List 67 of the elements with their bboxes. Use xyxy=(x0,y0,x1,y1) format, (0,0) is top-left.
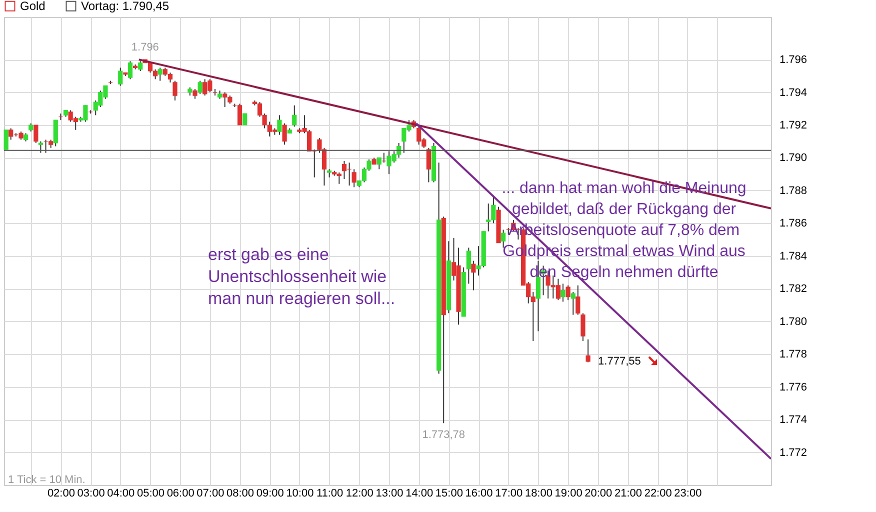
y-tick-label: 1.792 xyxy=(780,120,808,132)
annotation: 1.796 xyxy=(131,42,159,54)
y-tick-label: 1.780 xyxy=(780,316,808,328)
x-tick-label: 18:00 xyxy=(524,488,552,500)
x-tick-label: 06:00 xyxy=(166,488,194,500)
candlestick xyxy=(580,312,586,342)
x-tick-label: 16:00 xyxy=(465,488,493,500)
candlestick xyxy=(471,260,476,291)
candlestick xyxy=(128,60,133,80)
candlestick xyxy=(586,338,590,363)
y-tick-label: 1.786 xyxy=(780,218,808,230)
candlestick xyxy=(158,67,162,82)
x-tick-label: 23:00 xyxy=(674,488,702,500)
x-tick-label: 17:00 xyxy=(495,488,523,500)
x-tick-label: 09:00 xyxy=(256,488,284,500)
x-tick-label: 13:00 xyxy=(376,488,404,500)
candlestick xyxy=(38,140,44,154)
candlestick xyxy=(172,80,178,101)
y-tick-label: 1.776 xyxy=(780,381,808,394)
candlestick xyxy=(376,157,382,170)
y-tick-label: 1.794 xyxy=(780,86,808,99)
annotation: erst gab es eine Unentschlossenheit wie man nun reagieren soll... xyxy=(208,245,396,308)
candlestick xyxy=(426,147,431,183)
y-tick-label: 1.788 xyxy=(780,184,808,197)
x-tick-label: 03:00 xyxy=(77,488,105,500)
x-tick-label: 04:00 xyxy=(107,488,135,500)
y-tick-label: 1.782 xyxy=(780,283,808,296)
candlestick xyxy=(560,283,566,302)
annotation: 1.777,55 xyxy=(598,355,641,368)
candlestick xyxy=(277,114,282,136)
candlestick xyxy=(34,124,38,144)
x-tick-label: 14:00 xyxy=(406,488,434,500)
candlestick xyxy=(466,247,471,284)
candlestick xyxy=(292,104,297,128)
candlestick xyxy=(570,291,576,316)
x-tick-label: 22:00 xyxy=(644,488,672,500)
y-tick-label: 1.774 xyxy=(780,414,808,426)
y-tick-label: 1.796 xyxy=(780,54,808,66)
candlestick xyxy=(566,284,570,301)
candlestick xyxy=(138,60,143,72)
candlestick xyxy=(576,284,580,316)
candlestick xyxy=(53,120,58,147)
x-tick-label: 07:00 xyxy=(196,488,224,500)
x-tick-label: 11:00 xyxy=(316,488,344,500)
annotation: 1.773,78 xyxy=(422,429,466,442)
x-tick-label: 08:00 xyxy=(226,488,254,500)
y-tick-label: 1.772 xyxy=(780,446,808,459)
y-tick-label: 1.790 xyxy=(780,152,808,164)
x-tick-label: 10:00 xyxy=(286,488,314,500)
y-tick-label: 1.784 xyxy=(780,250,808,262)
candlestick xyxy=(198,80,202,94)
candlestick xyxy=(192,88,198,100)
legend-label: Gold xyxy=(20,0,46,14)
x-tick-label: 19:00 xyxy=(554,488,582,500)
x-tick-label: 21:00 xyxy=(614,488,642,500)
candlestick xyxy=(242,113,248,126)
x-tick-label: 02:00 xyxy=(47,488,75,500)
candlestick xyxy=(118,67,123,86)
x-tick-label: 20:00 xyxy=(584,488,612,500)
legend-label: Vortag: 1.790,45 xyxy=(81,0,170,14)
x-tick-label: 15:00 xyxy=(435,488,463,500)
annotation: 1 Tick = 10 Min. xyxy=(8,474,86,486)
candlestick xyxy=(282,122,287,146)
x-tick-label: 12:00 xyxy=(346,488,374,500)
candlestick xyxy=(4,129,8,150)
y-tick-label: 1.778 xyxy=(780,348,808,361)
x-tick-label: 05:00 xyxy=(136,488,165,500)
